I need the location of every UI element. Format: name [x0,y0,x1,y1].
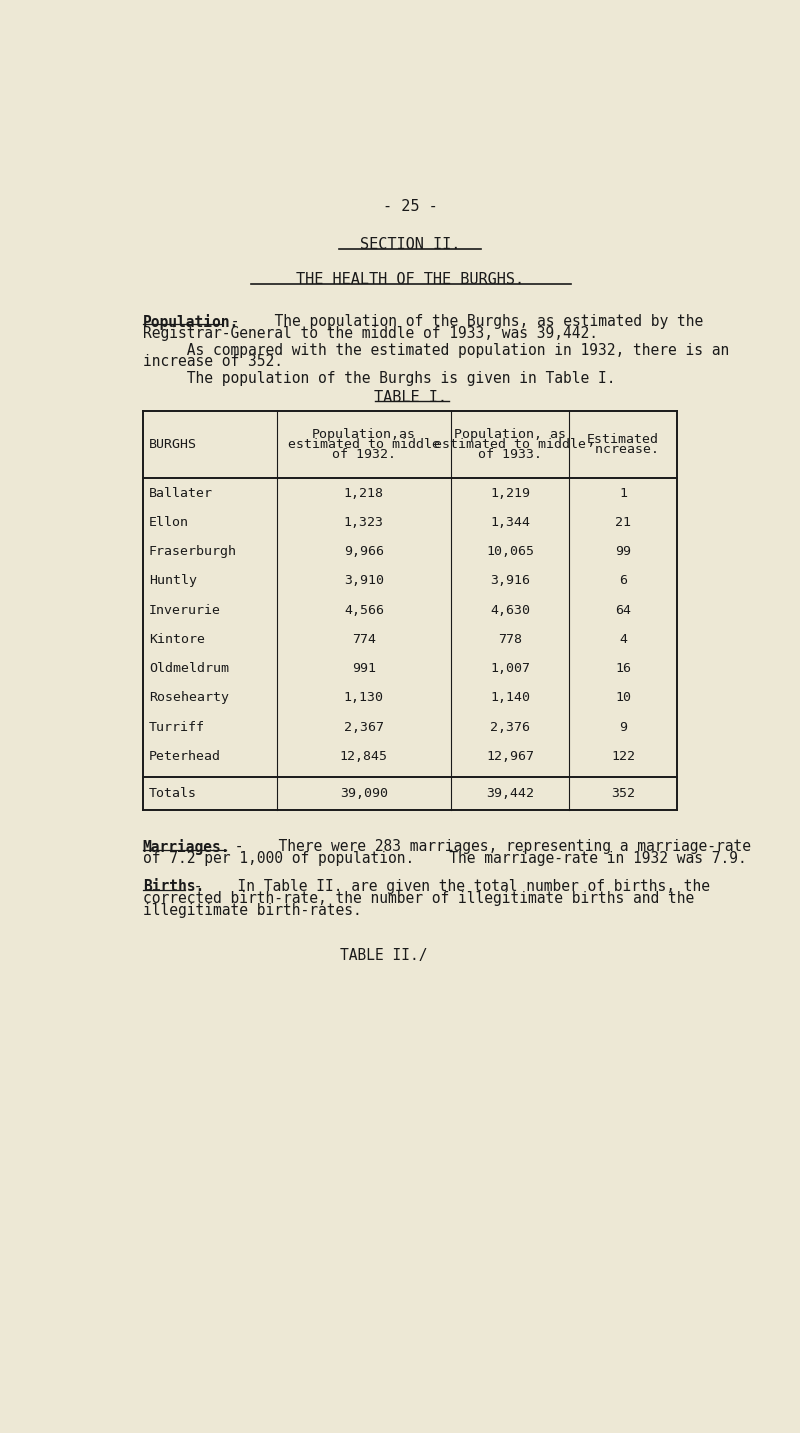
Text: Fraserburgh: Fraserburgh [149,545,237,557]
Text: Registrar-General to the middle of 1933, was 39,442.: Registrar-General to the middle of 1933,… [142,325,598,341]
Text: 1,344: 1,344 [490,516,530,529]
Text: Population, as: Population, as [454,428,566,441]
Text: 1,007: 1,007 [490,662,530,675]
Text: 12,967: 12,967 [486,749,534,762]
Text: 10: 10 [615,691,631,705]
Text: Totals: Totals [149,787,197,800]
Text: 2,367: 2,367 [344,721,384,734]
Text: Ballater: Ballater [149,487,213,500]
Text: 4,630: 4,630 [490,603,530,616]
Text: 1,323: 1,323 [344,516,384,529]
Text: The population of the Burghs is given in Table I.: The population of the Burghs is given in… [142,371,615,385]
Text: THE HEALTH OF THE BURGHS.: THE HEALTH OF THE BURGHS. [296,272,524,287]
Text: estimated to middle: estimated to middle [288,438,440,451]
Text: Ellon: Ellon [149,516,189,529]
Text: Peterhead: Peterhead [149,749,221,762]
Text: 1: 1 [619,487,627,500]
Text: Births.: Births. [142,878,204,894]
Text: Huntly: Huntly [149,575,197,588]
Text: 774: 774 [352,633,376,646]
Text: 3,910: 3,910 [344,575,384,588]
Text: 1,219: 1,219 [490,487,530,500]
Text: 99: 99 [615,545,631,557]
Text: of 1932.: of 1932. [332,449,396,461]
Text: 4: 4 [619,633,627,646]
Text: 991: 991 [352,662,376,675]
Text: - 25 -: - 25 - [382,199,438,214]
Text: BURGHS: BURGHS [149,438,197,451]
Text: Marriages.: Marriages. [142,838,230,854]
Text: -    The population of the Burghs, as estimated by the: - The population of the Burghs, as estim… [222,314,704,330]
Text: 16: 16 [615,662,631,675]
Text: Rosehearty: Rosehearty [149,691,229,705]
Text: 21: 21 [615,516,631,529]
Text: Inverurie: Inverurie [149,603,221,616]
Text: 1,218: 1,218 [344,487,384,500]
Text: 64: 64 [615,603,631,616]
Text: TABLE II./: TABLE II./ [340,949,428,963]
Text: 9: 9 [619,721,627,734]
Text: Kintore: Kintore [149,633,205,646]
Text: 778: 778 [498,633,522,646]
Text: TABLE I.: TABLE I. [374,390,446,406]
Text: of 1933.: of 1933. [478,449,542,461]
Text: 3,916: 3,916 [490,575,530,588]
Text: 4,566: 4,566 [344,603,384,616]
Text: 2,376: 2,376 [490,721,530,734]
Text: 39,442: 39,442 [486,787,534,800]
Text: 9,966: 9,966 [344,545,384,557]
Text: -    There were 283 marriages, representing a marriage-rate: - There were 283 marriages, representing… [226,838,750,854]
Text: 10,065: 10,065 [486,545,534,557]
Text: 122: 122 [611,749,635,762]
Text: illegitimate birth-rates.: illegitimate birth-rates. [142,903,362,919]
Text: As compared with the estimated population in 1932, there is an: As compared with the estimated populatio… [142,342,729,358]
Text: Population.: Population. [142,314,239,331]
Text: corrected birth-rate, the number of illegitimate births and the: corrected birth-rate, the number of ille… [142,891,694,906]
Text: 1,140: 1,140 [490,691,530,705]
Text: 1,130: 1,130 [344,691,384,705]
Text: SECTION II.: SECTION II. [360,238,460,252]
Text: increase of 352.: increase of 352. [142,354,282,370]
Text: 352: 352 [611,787,635,800]
Text: 6: 6 [619,575,627,588]
Text: 12,845: 12,845 [340,749,388,762]
Text: estimated to middle: estimated to middle [434,438,586,451]
Text: Oldmeldrum: Oldmeldrum [149,662,229,675]
Text: of 7.2 per 1,000 of population.    The marriage-rate in 1932 was 7.9.: of 7.2 per 1,000 of population. The marr… [142,851,746,866]
Text: ’ncrease.: ’ncrease. [587,443,659,457]
Text: Population,as: Population,as [312,428,416,441]
Text: Turriff: Turriff [149,721,205,734]
Text: Estimated: Estimated [587,433,659,447]
Text: 39,090: 39,090 [340,787,388,800]
Text: -    In Table II. are given the total number of births, the: - In Table II. are given the total numbe… [186,878,710,894]
